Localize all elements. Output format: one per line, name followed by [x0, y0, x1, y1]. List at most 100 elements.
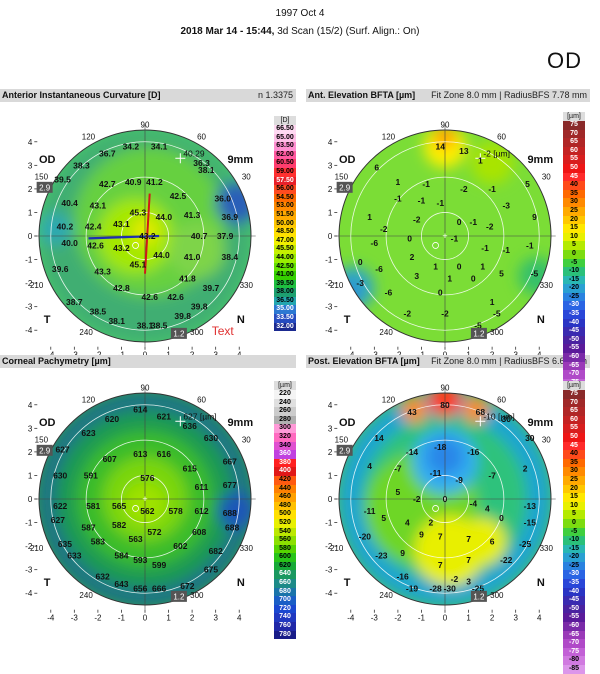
scan-datetime: 2018 Mar 14 - 15:44,	[180, 26, 275, 37]
angle-label: 330	[540, 281, 554, 290]
map-value: -4	[469, 499, 477, 509]
scale-entry: 75	[563, 121, 585, 130]
topography-map[interactable]: -4-3-2-10123443210-1-2-3-4+40.2934.234.1…	[0, 103, 272, 365]
scale-entry: 300	[274, 424, 296, 433]
pupil-center-marker	[432, 242, 439, 249]
map-value: 38.5	[90, 306, 107, 316]
scale-entry: 65.00	[274, 133, 296, 143]
x-tick-label: 0	[143, 614, 148, 623]
curvature-color-scale: [D] 66.50 65.00 63.50 62.00 60.50 59.00 57.50 56…	[274, 116, 296, 332]
y-tick-label: -4	[325, 326, 333, 335]
scan-size-label: 9mm	[527, 154, 553, 166]
map-value: -22	[500, 555, 513, 565]
y-tick-label: -3	[325, 566, 333, 575]
scale-entry: -30	[563, 301, 585, 311]
map-value: -25	[519, 539, 532, 549]
angle-label: 120	[382, 395, 396, 404]
map-value: 627	[55, 445, 69, 455]
scale-entry: 25	[563, 206, 585, 216]
marker-value: 627 [µm]	[183, 411, 216, 421]
map-value: 68	[476, 407, 486, 417]
zone-ring	[385, 176, 505, 296]
scale-entry: 680	[274, 587, 296, 597]
temporal-label: T	[344, 577, 351, 589]
map-value: 38.1	[137, 321, 154, 331]
nasal-label: N	[237, 577, 245, 589]
map-value: -1	[418, 196, 426, 206]
scale-entry: 36.50	[274, 296, 296, 306]
map-value: -7	[488, 470, 496, 480]
map-value: 30	[502, 414, 512, 424]
y-tick-label: 0	[28, 232, 33, 241]
panel-title: Post. Elevation BFTA [µm]	[308, 356, 420, 366]
posterior-elevation-panel[interactable]: Post. Elevation BFTA [µm] Fit Zone 8.0 mm…	[306, 355, 600, 631]
left-badge	[36, 444, 53, 456]
scale-entry: -85	[563, 665, 585, 674]
scale-entry: 240	[274, 398, 296, 408]
x-tick-label: 3	[213, 614, 218, 623]
map-value: 2	[428, 518, 433, 528]
zone-ring	[85, 176, 205, 296]
map-value: 591	[84, 470, 98, 480]
x-tick-label: -1	[418, 614, 426, 623]
angle-label: 60	[197, 395, 206, 404]
corneal-pachymetry-panel[interactable]: Corneal Pachymetry [µm] -4 -3 -2 -1 0 1 2 3 4 4 3 2…	[0, 355, 296, 631]
scale-entry: -50	[563, 335, 585, 345]
map-value: 7	[438, 560, 443, 570]
y-tick-label: 4	[28, 138, 33, 147]
anterior-curvature-panel[interactable]: Anterior Instantaneous Curvature [D] n 1.…	[0, 89, 296, 365]
panel-title: Anterior Instantaneous Curvature [D]	[2, 90, 161, 100]
map-value: -6	[385, 288, 393, 298]
scale-entry: 260	[274, 407, 296, 416]
map-value: -11	[430, 468, 442, 478]
scale-entry: 56.00	[274, 185, 296, 194]
map-value: -2	[441, 309, 449, 319]
map-value: 1	[396, 177, 401, 187]
scale-entry: -65	[563, 361, 585, 371]
map-value: -3	[502, 200, 510, 210]
scale-entry: 560	[274, 536, 296, 545]
scale-entry: 66.50	[274, 125, 296, 134]
angle-label: 240	[379, 591, 393, 600]
scale-entry: 50.00	[274, 219, 296, 229]
angle-label-90: 90	[141, 384, 150, 393]
zone-ring	[350, 141, 540, 331]
y-tick-label: 4	[28, 401, 33, 410]
angle-label: 240	[79, 591, 93, 600]
nasal-label: N	[237, 314, 245, 326]
angle-label-90: 90	[441, 121, 450, 130]
map-value: 44.0	[153, 250, 170, 260]
anterior-elevation-panel[interactable]: Ant. Elevation BFTA [µm] Fit Zone 8.0 mm …	[306, 89, 600, 365]
scale-entry: 59.00	[274, 167, 296, 177]
eye-indicator: OD	[547, 48, 582, 73]
map-value: 5	[525, 179, 530, 189]
map-value: 581	[86, 501, 100, 511]
angle-label: 60	[497, 395, 506, 404]
map-value: 37.9	[217, 231, 234, 241]
map-value: 43.3	[94, 266, 111, 276]
map-value: 9	[532, 212, 537, 222]
map-value: -13	[524, 501, 537, 511]
eye-label: OD	[339, 417, 356, 429]
y-tick-label: -2	[325, 542, 333, 551]
y-tick-label: -1	[325, 256, 333, 265]
x-tick-label: 2	[190, 614, 195, 623]
map-value: 39.8	[174, 311, 191, 321]
scale-entry: 500	[274, 510, 296, 519]
eye-label: OD	[339, 154, 356, 166]
map-value: 565	[112, 501, 126, 511]
map-value: -16	[396, 572, 409, 582]
map-value: 622	[53, 501, 67, 511]
y-tick-label: 1	[328, 471, 333, 480]
map-value: 677	[223, 480, 237, 490]
nasal-label: N	[537, 314, 545, 326]
angle-label: 150	[335, 435, 349, 444]
map-value: -1	[469, 217, 477, 227]
bottom-badge	[470, 590, 487, 602]
zone-ring	[350, 404, 540, 594]
scale-entry: 640	[274, 570, 296, 580]
temporal-label: T	[44, 577, 51, 589]
